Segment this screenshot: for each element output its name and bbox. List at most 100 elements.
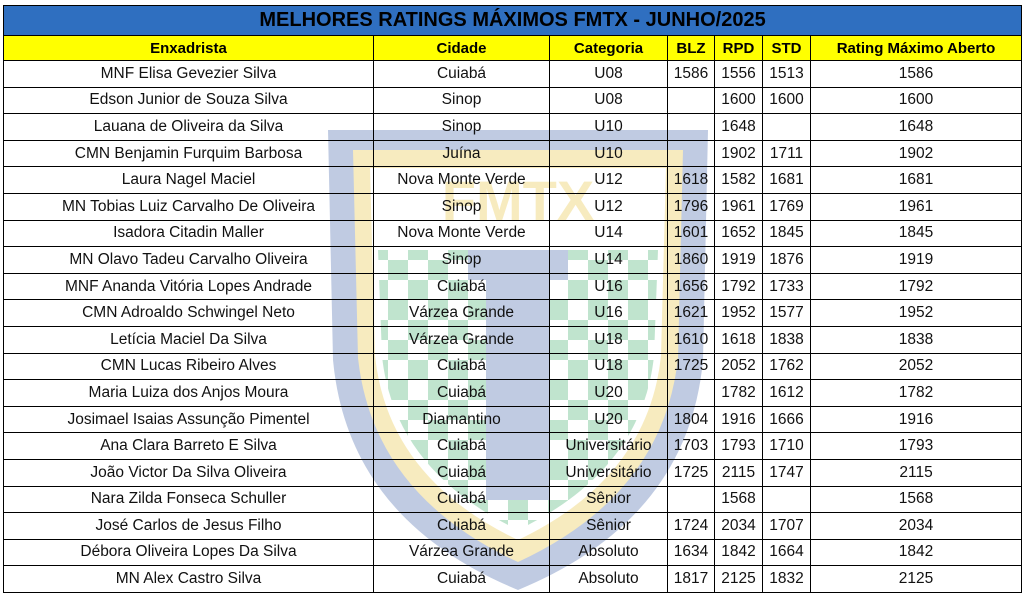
- rating-max: 1782: [809, 379, 1023, 407]
- table-row: Ana Clara Barreto E Silva Cuiabá Universit…: [3, 432, 1023, 460]
- rating-max: 1586: [809, 60, 1023, 88]
- rating-rpd: 1842: [714, 538, 763, 567]
- player-category: U16: [549, 272, 668, 301]
- table-row: Laura Nagel Maciel Nova Monte Verde U12 161…: [3, 166, 1023, 194]
- player-category: Sênior: [549, 512, 668, 540]
- player-name: Maria Luiza dos Anjos Moura: [3, 379, 374, 407]
- player-city: Cuiabá: [373, 458, 550, 487]
- player-name: MNF Ananda Vitória Lopes Andrade: [3, 272, 374, 301]
- rating-blz: [667, 485, 715, 514]
- player-category: U08: [549, 86, 668, 115]
- rating-rpd: 1782: [714, 379, 763, 407]
- rating-rpd: 1600: [714, 86, 763, 115]
- rating-max: 1919: [809, 246, 1023, 274]
- rating-max: 1916: [809, 405, 1023, 434]
- rating-rpd: 1792: [714, 272, 763, 301]
- player-city: Cuiabá: [373, 352, 550, 381]
- player-name: MN Alex Castro Silva: [3, 565, 374, 593]
- table-row: João Victor Da Silva Oliveira Cuiabá Unive…: [3, 458, 1023, 487]
- player-name: MN Olavo Tadeu Carvalho Oliveira: [3, 246, 374, 274]
- player-city: Cuiabá: [373, 60, 550, 88]
- player-name: Edson Junior de Souza Silva: [3, 86, 374, 115]
- rating-std: 1681: [762, 166, 811, 194]
- player-category: Absoluto: [549, 538, 668, 567]
- rating-std: 1832: [762, 565, 811, 593]
- rating-max: 1648: [809, 113, 1023, 141]
- rating-max: 1902: [809, 139, 1023, 168]
- rating-rpd: 1652: [714, 219, 763, 248]
- player-city: Várzea Grande: [373, 538, 550, 567]
- rating-std: 1600: [762, 86, 811, 115]
- player-category: U10: [549, 139, 668, 168]
- rating-blz: 1725: [667, 352, 715, 381]
- rating-max: 2125: [809, 565, 1023, 593]
- player-name: Laura Nagel Maciel: [3, 166, 374, 194]
- rating-std: 1845: [762, 219, 811, 248]
- rating-blz: [667, 379, 715, 407]
- rating-std: 1876: [762, 246, 811, 274]
- rating-blz: [667, 86, 715, 115]
- player-city: Cuiabá: [373, 565, 550, 593]
- rating-std: 1711: [762, 139, 811, 168]
- player-city: Cuiabá: [373, 512, 550, 540]
- table-row: CMN Lucas Ribeiro Alves Cuiabá U18 1725 2052…: [3, 352, 1023, 381]
- player-name: CMN Benjamin Furquim Barbosa: [3, 139, 374, 168]
- rating-rpd: 1568: [714, 485, 763, 514]
- table-row: MN Alex Castro Silva Cuiabá Absoluto 1817 21…: [3, 565, 1023, 593]
- table-row: MN Olavo Tadeu Carvalho Oliveira Sinop U14…: [3, 246, 1023, 274]
- table-row: Lauana de Oliveira da Silva Sinop U10 1648 1…: [3, 113, 1023, 141]
- player-name: Josimael Isaias Assunção Pimentel: [3, 405, 374, 434]
- player-name: Nara Zilda Fonseca Schuller: [3, 485, 374, 514]
- rating-rpd: 1793: [714, 432, 763, 460]
- table-row: MN Tobias Luiz Carvalho De Oliveira Sinop…: [3, 192, 1023, 221]
- table-row: Edson Junior de Souza Silva Sinop U08 1600 1…: [3, 86, 1023, 115]
- player-name: Débora Oliveira Lopes Da Silva: [3, 538, 374, 567]
- player-category: U20: [549, 405, 668, 434]
- player-city: Sinop: [373, 113, 550, 141]
- table-row: José Carlos de Jesus Filho Cuiabá Sênior 17…: [3, 512, 1023, 540]
- player-city: Juína: [373, 139, 550, 168]
- player-name: CMN Lucas Ribeiro Alves: [3, 352, 374, 381]
- rating-max: 1838: [809, 325, 1023, 354]
- rating-blz: 1586: [667, 60, 715, 88]
- rating-rpd: 1916: [714, 405, 763, 434]
- player-city: Sinop: [373, 246, 550, 274]
- player-name: MNF Elisa Gevezier Silva: [3, 60, 374, 88]
- rating-blz: 1601: [667, 219, 715, 248]
- table-row: Débora Oliveira Lopes Da Silva Várzea Gra…: [3, 538, 1023, 567]
- rating-blz: 1725: [667, 458, 715, 487]
- rating-blz: 1817: [667, 565, 715, 593]
- player-category: U18: [549, 352, 668, 381]
- player-city: Nova Monte Verde: [373, 219, 550, 248]
- header-blz: BLZ: [667, 35, 715, 61]
- table-row: CMN Benjamin Furquim Barbosa Juína U10 1902…: [3, 139, 1023, 168]
- rating-rpd: 2034: [714, 512, 763, 540]
- rating-max: 1681: [809, 166, 1023, 194]
- table-row: CMN Adroaldo Schwingel Neto Várzea Grande…: [3, 299, 1023, 327]
- player-city: Nova Monte Verde: [373, 166, 550, 194]
- rating-blz: 1610: [667, 325, 715, 354]
- rating-blz: [667, 139, 715, 168]
- rating-std: 1707: [762, 512, 811, 540]
- rating-std: [762, 113, 811, 141]
- page-title: MELHORES RATINGS MÁXIMOS FMTX - JUNHO/20…: [2, 5, 1023, 36]
- rating-std: 1577: [762, 299, 811, 327]
- player-name: Ana Clara Barreto E Silva: [3, 432, 374, 460]
- rating-max: 1845: [809, 219, 1023, 248]
- player-city: Diamantino: [373, 405, 550, 434]
- rating-max: 2034: [809, 512, 1023, 540]
- player-category: U14: [549, 246, 668, 274]
- player-city: Várzea Grande: [373, 299, 550, 327]
- player-city: Cuiabá: [373, 432, 550, 460]
- rating-std: [762, 485, 811, 514]
- player-category: U14: [549, 219, 668, 248]
- rating-std: 1838: [762, 325, 811, 354]
- rating-std: 1612: [762, 379, 811, 407]
- rating-max: 1568: [809, 485, 1023, 514]
- rating-max: 1792: [809, 272, 1023, 301]
- player-city: Sinop: [373, 86, 550, 115]
- rating-rpd: 1952: [714, 299, 763, 327]
- player-category: U08: [549, 60, 668, 88]
- header-rpd: RPD: [714, 35, 763, 61]
- player-name: João Victor Da Silva Oliveira: [3, 458, 374, 487]
